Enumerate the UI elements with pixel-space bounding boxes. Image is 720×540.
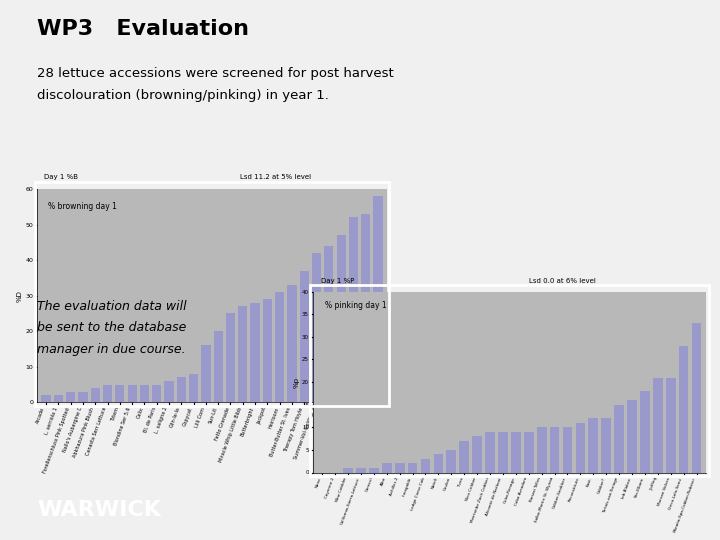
Bar bbox=[485, 432, 495, 472]
Text: % pinking day 1: % pinking day 1 bbox=[325, 301, 387, 309]
Bar bbox=[164, 381, 174, 402]
Bar bbox=[666, 377, 675, 472]
Bar bbox=[420, 459, 431, 472]
Bar bbox=[263, 299, 272, 402]
Bar bbox=[614, 404, 624, 472]
Bar bbox=[238, 306, 248, 402]
Bar bbox=[408, 463, 418, 472]
Bar bbox=[54, 395, 63, 402]
Bar bbox=[601, 418, 611, 472]
Text: 28 lettuce accessions were screened for post harvest: 28 lettuce accessions were screened for … bbox=[37, 68, 394, 80]
Bar bbox=[679, 346, 688, 472]
Text: Lsd 11.2 at 5% level: Lsd 11.2 at 5% level bbox=[240, 174, 311, 180]
Y-axis label: %D: %D bbox=[17, 290, 22, 301]
Bar bbox=[66, 392, 76, 402]
Bar bbox=[300, 271, 309, 402]
Bar bbox=[312, 253, 321, 402]
Bar bbox=[287, 285, 297, 402]
Bar bbox=[91, 388, 100, 402]
Bar bbox=[152, 384, 161, 402]
Bar bbox=[214, 331, 222, 402]
Bar bbox=[103, 384, 112, 402]
Bar bbox=[348, 218, 358, 402]
Text: be sent to the database: be sent to the database bbox=[37, 321, 186, 334]
Bar bbox=[336, 235, 346, 402]
Bar bbox=[433, 455, 444, 472]
Bar bbox=[226, 313, 235, 402]
Bar bbox=[189, 374, 198, 402]
Bar bbox=[202, 346, 210, 402]
Y-axis label: %p: %p bbox=[293, 376, 300, 388]
Bar bbox=[78, 392, 88, 402]
Bar bbox=[251, 303, 260, 402]
Bar bbox=[395, 463, 405, 472]
Bar bbox=[369, 468, 379, 472]
Bar bbox=[562, 427, 572, 472]
Text: The evaluation data will: The evaluation data will bbox=[37, 300, 187, 313]
Bar bbox=[627, 400, 637, 472]
Text: Lsd 0.0 at 6% level: Lsd 0.0 at 6% level bbox=[529, 278, 596, 285]
Bar bbox=[42, 395, 50, 402]
Text: Day 1 %B: Day 1 %B bbox=[45, 174, 78, 180]
Bar bbox=[127, 384, 137, 402]
Bar bbox=[324, 246, 333, 402]
Bar bbox=[382, 463, 392, 472]
Bar bbox=[343, 468, 353, 472]
Bar bbox=[498, 432, 508, 472]
Bar bbox=[361, 214, 370, 402]
Bar bbox=[446, 450, 456, 472]
Bar bbox=[575, 423, 585, 472]
Text: discolouration (browning/pinking) in year 1.: discolouration (browning/pinking) in yea… bbox=[37, 89, 329, 102]
Bar bbox=[275, 292, 284, 402]
Bar bbox=[550, 427, 559, 472]
Bar bbox=[459, 441, 469, 472]
Bar bbox=[588, 418, 598, 472]
Text: % browning day 1: % browning day 1 bbox=[48, 202, 117, 211]
Bar bbox=[511, 432, 521, 472]
Bar bbox=[524, 432, 534, 472]
Bar bbox=[176, 377, 186, 402]
Bar bbox=[472, 436, 482, 472]
Bar bbox=[640, 391, 649, 472]
Text: manager in due course.: manager in due course. bbox=[37, 343, 186, 356]
Bar bbox=[140, 384, 149, 402]
Bar bbox=[537, 427, 546, 472]
Bar bbox=[374, 196, 382, 402]
Text: Day 1 %P: Day 1 %P bbox=[321, 278, 354, 285]
Bar bbox=[356, 468, 366, 472]
Bar bbox=[692, 323, 701, 472]
Text: WP3   Evaluation: WP3 Evaluation bbox=[37, 19, 249, 39]
Text: WARWICK: WARWICK bbox=[37, 500, 161, 520]
Bar bbox=[653, 377, 662, 472]
Bar bbox=[115, 384, 125, 402]
